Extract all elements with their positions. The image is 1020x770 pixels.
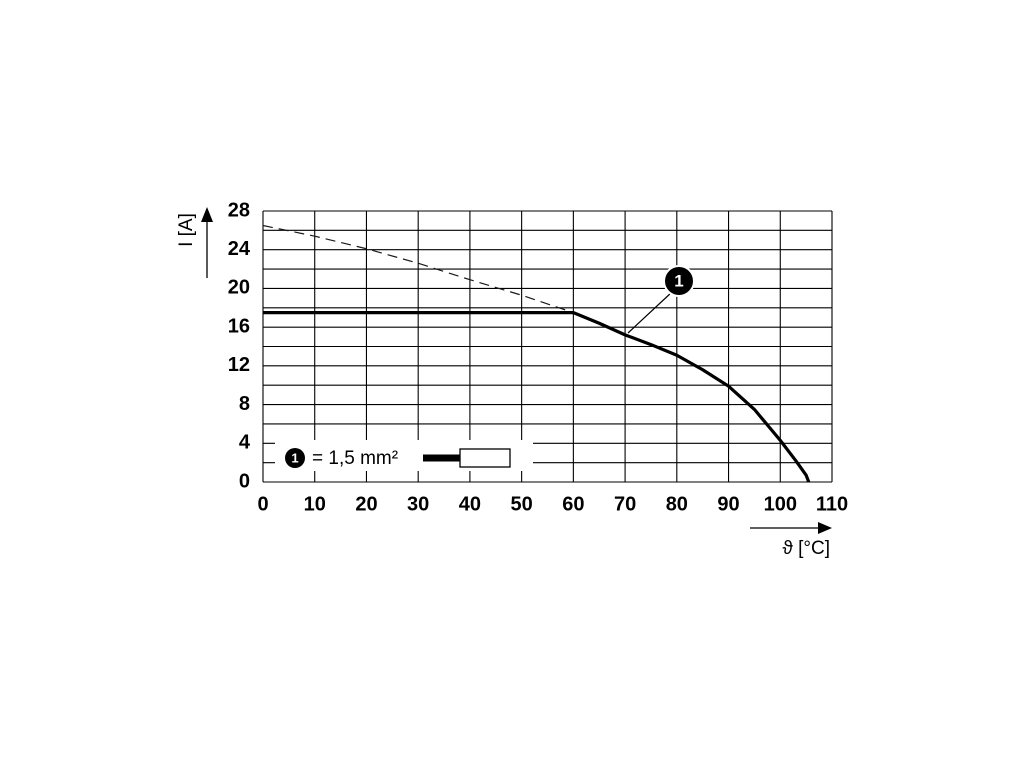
x-tick-label: 110 (816, 493, 848, 515)
y-axis-arrowhead (201, 207, 213, 222)
x-tick-label: 50 (511, 493, 533, 515)
lines (262, 224, 811, 483)
x-tick-label: 0 (257, 493, 268, 515)
legend-text: = 1,5 mm² (312, 448, 398, 469)
x-tick-label: 80 (666, 493, 688, 515)
x-tick-label: 20 (355, 493, 377, 515)
x-tick-label: 40 (459, 493, 481, 515)
annotation-leader (627, 291, 673, 334)
legend-marker-label: 1 (291, 450, 298, 465)
x-tick-label: 60 (562, 493, 584, 515)
y-tick-label: 0 (239, 470, 250, 492)
y-axis-label: I [A] (176, 213, 197, 247)
annotation-label: 1 (674, 271, 683, 290)
y-tick-label: 12 (228, 354, 250, 376)
x-axis-arrowhead (818, 522, 832, 534)
x-tick-label: 90 (717, 493, 739, 515)
annotation-marker (663, 265, 695, 297)
y-tick-label: 24 (228, 238, 251, 260)
y-tick-label: 8 (239, 393, 250, 415)
x-axis-label: ϑ [°C] (782, 538, 830, 559)
y-tick-label: 16 (228, 315, 250, 337)
legend-marker (285, 448, 305, 468)
x-tick-label: 30 (407, 493, 429, 515)
data-line (263, 311, 811, 483)
x-tick-label: 100 (764, 493, 797, 515)
cable-icon (459, 448, 511, 468)
y-tick-label: 20 (228, 277, 250, 299)
data-line (262, 224, 574, 314)
grid (262, 210, 833, 483)
x-tick-label: 70 (614, 493, 636, 515)
x-tick-label: 10 (304, 493, 326, 515)
y-tick-label: 4 (239, 432, 251, 454)
y-tick-label: 28 (228, 199, 250, 221)
